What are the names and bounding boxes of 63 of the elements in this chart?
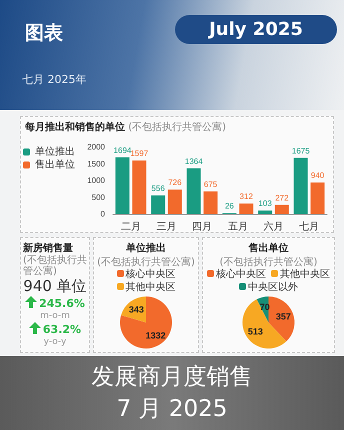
- legend-label: 其他中央区: [126, 282, 176, 293]
- text: 245.6%: [39, 297, 85, 310]
- legend-label: 核心中央区: [126, 269, 176, 280]
- text: 新房销售量: [23, 241, 74, 254]
- text: y-o-y: [42, 337, 68, 348]
- x-tick-label: 三月: [156, 222, 176, 232]
- text: 图表: [25, 21, 63, 46]
- x-tick-label: 五月: [228, 222, 248, 232]
- x-tick-label: 七月: [299, 220, 320, 232]
- bar: [274, 204, 289, 214]
- text: (不包括执行共管公寓): [220, 257, 318, 268]
- y-tick-label: 2000: [87, 142, 106, 152]
- bar: [239, 204, 254, 214]
- bar: [204, 191, 218, 214]
- data-label: 26: [224, 202, 234, 211]
- bar: [132, 160, 146, 214]
- bar: [258, 210, 272, 214]
- chart-subtitle: (不包括执行共管公寓): [128, 122, 226, 133]
- bar: [310, 182, 325, 214]
- y-tick-label: 1500: [87, 159, 106, 168]
- text: m-o-m: [39, 311, 71, 322]
- text: 7 月 2025: [116, 395, 228, 424]
- text: 940 单位: [23, 277, 87, 296]
- bar: [151, 195, 166, 214]
- x-tick-label: 六月: [264, 220, 284, 232]
- legend-label: 单位推出: [35, 146, 75, 158]
- data-label: 1675: [292, 146, 310, 156]
- text: 63.2%: [42, 323, 82, 336]
- data-label: 513: [248, 326, 263, 337]
- data-label: 675: [204, 180, 218, 189]
- legend-label: 售出单位: [35, 158, 75, 170]
- legend-label: 其他中央区: [280, 269, 330, 280]
- bar: [294, 158, 308, 214]
- data-label: 312: [240, 192, 254, 202]
- legend-label: 中央区以外: [248, 282, 298, 293]
- data-label: 103: [258, 199, 272, 208]
- y-tick-label: 0: [100, 210, 106, 218]
- data-label: 726: [168, 178, 182, 188]
- data-label: 1694: [114, 146, 132, 155]
- bar: [115, 157, 130, 214]
- data-label: 940: [310, 171, 325, 180]
- chart-subtitle: (不包括执行共管公寓): [97, 257, 195, 268]
- text: 售出单位: [248, 243, 288, 254]
- data-label: 1364: [184, 156, 204, 166]
- data-label: 1597: [130, 149, 149, 158]
- y-tick-label: 1000: [87, 176, 106, 185]
- x-tick-label: 四月: [192, 222, 212, 232]
- data-label: 272: [275, 193, 290, 202]
- data-label: 343: [128, 304, 144, 315]
- data-label: 357: [276, 312, 291, 322]
- data-label: 556: [151, 184, 166, 193]
- text: (不包括执行共管公寓): [23, 255, 87, 277]
- bar: [186, 168, 201, 214]
- y-tick-label: 500: [92, 192, 106, 202]
- data-label: 1332: [146, 330, 166, 340]
- bar: [168, 190, 182, 214]
- legend-label: 核心中央区: [216, 269, 266, 280]
- text: July 2025: [175, 15, 337, 44]
- chart-title: 单位推出: [126, 243, 166, 254]
- text: 发展商月度销售: [90, 363, 254, 392]
- chart-title: 每月推出和销售的单位: [25, 122, 125, 133]
- x-tick-label: 二月: [120, 222, 141, 232]
- text: 七月 2025年: [22, 72, 86, 87]
